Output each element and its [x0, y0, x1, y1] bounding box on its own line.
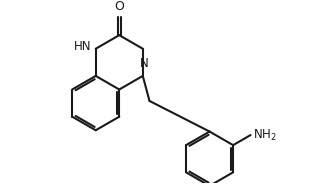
Text: HN: HN [74, 40, 91, 53]
Text: NH$_2$: NH$_2$ [253, 128, 276, 143]
Text: N: N [140, 57, 148, 70]
Text: O: O [114, 0, 124, 13]
